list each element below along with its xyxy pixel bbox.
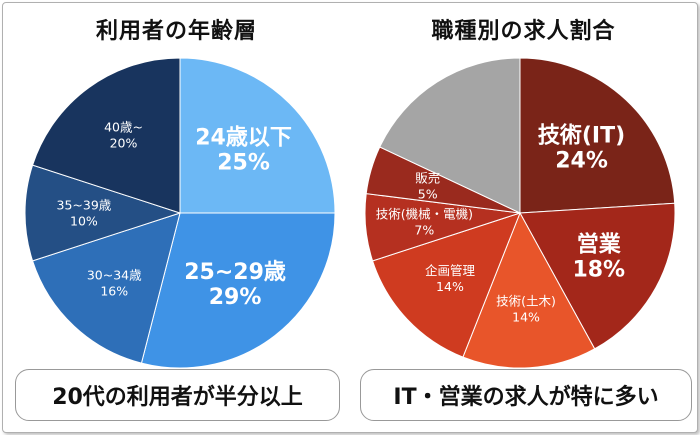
chart1-slice-3-value: 14% [436,279,464,294]
chart1-slice-4-value: 7% [414,222,434,237]
chart0-slice-2-value: 16% [100,283,128,298]
chart0-slice-4-label: 40歳~ [104,120,143,135]
chart1-slice-0 [519,57,676,214]
chart0-slice-2-label: 30~34歳 [87,267,142,282]
age-chart-panel: 利用者の年齢層 24歳以下 25% 25~29歳 29% 30~34歳 16% 35~39歳… [3,3,350,432]
chart0-slice-4-value: 20% [110,136,138,151]
chart1-slice-2-label: 技術(土木) [496,293,556,308]
chart0-slice-0 [179,57,336,214]
age-chart-title: 利用者の年齢層 [95,19,257,44]
chart0-slice-3-label: 35~39歳 [57,197,112,212]
chart1-slice-0-label: 技術(IT) [538,123,625,149]
chart1-slice-2 [462,211,596,369]
chart0-slice-1-value: 29% [209,285,262,310]
chart0-slice-1-label: 25~29歳 [184,260,286,285]
chart1-slice-3-label: 企画管理 [425,263,476,278]
job-chart-panel: 職種別の求人割合 技術(IT) 24% 営業 18% 技術(土木) 14% 企画管理 14% 技… [350,3,697,432]
chart1-slice-2-value: 14% [512,309,540,324]
age-chart-caption: 20代の利用者が半分以上 [15,369,340,421]
chart1-slice-0-value: 24% [555,149,608,174]
chart1-slice-6 [379,57,521,214]
chart1-slice-5-label: 販売 [415,171,440,186]
job-chart-title: 職種別の求人割合 [431,19,616,44]
chart0-slice-0-label: 24歳以下 [195,126,292,151]
chart0-slice-3-value: 10% [70,213,98,228]
chart1-slice-1-value: 18% [572,258,625,283]
chart0-slice-1 [140,212,336,369]
chart1-slice-1-label: 営業 [577,232,622,258]
chart1-slice-1 [519,202,676,350]
job-pie-chart: 技術(IT)24%営業18%技術(土木)14%企画管理14%技術(機械・電機)7… [364,57,676,369]
chart0-slice-3 [24,164,182,262]
job-chart-caption: IT・営業の求人が特に多い [360,369,692,421]
chart0-slice-0-value: 25% [217,151,270,176]
chart1-slice-5-value: 5% [418,187,438,202]
chart1-slice-4-label: 技術(機械・電機) [376,206,473,221]
chart0-slice-2 [31,212,181,364]
chart0-slice-4 [31,57,181,214]
